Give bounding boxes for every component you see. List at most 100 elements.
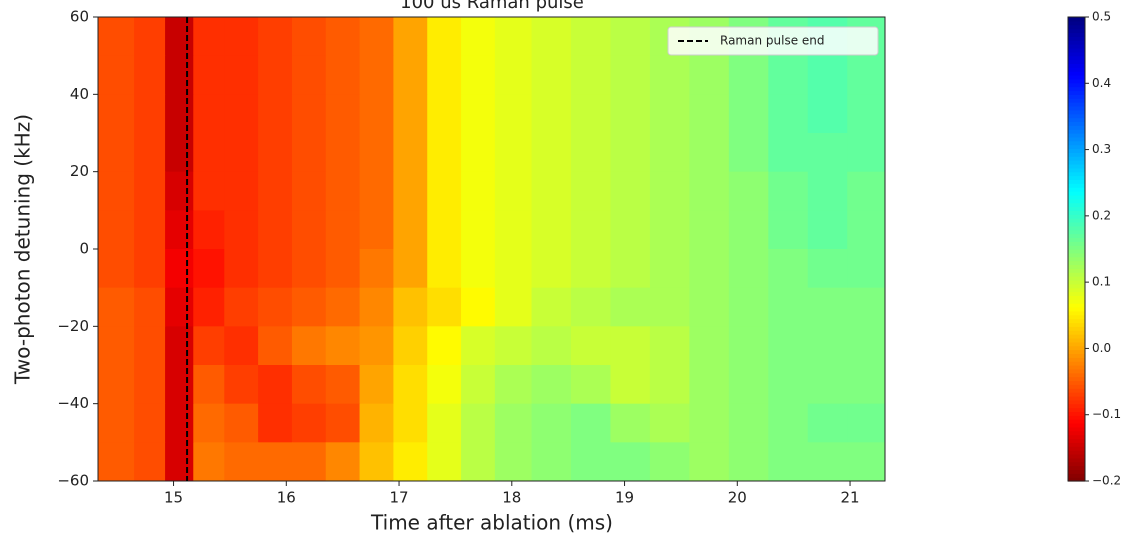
heatmap-cell [98, 249, 135, 289]
colorbar-segment [1068, 365, 1085, 370]
heatmap-cell [193, 403, 225, 443]
heatmap-cell [224, 55, 259, 95]
heatmap-cell [570, 171, 611, 211]
colorbar-segment [1068, 442, 1085, 447]
heatmap-cell [610, 442, 651, 482]
colorbar-segment [1068, 171, 1085, 177]
heatmap-cell [193, 17, 225, 57]
heatmap-cell [258, 171, 293, 211]
heatmap-cell [224, 171, 259, 211]
heatmap-cell [393, 94, 428, 134]
colorbar-segment [1068, 295, 1085, 300]
colorbar-tick-label: 0.1 [1092, 275, 1111, 289]
colorbar-tick-label: 0.4 [1092, 76, 1111, 90]
heatmap-cell [689, 171, 730, 211]
heatmap-cell [165, 287, 194, 327]
heatmap-cell [494, 171, 533, 211]
colorbar-segment [1068, 473, 1085, 478]
legend-label: Raman pulse end [720, 34, 825, 48]
colorbar-segment [1068, 438, 1085, 443]
colorbar-segment [1068, 465, 1085, 470]
heatmap-cell [807, 442, 848, 482]
colorbar-tick-label: 0.2 [1092, 208, 1111, 222]
x-tick-label: 18 [502, 489, 521, 507]
heatmap-cell [768, 94, 809, 134]
heatmap-cell [461, 249, 496, 289]
heatmap-cell [134, 442, 166, 482]
heatmap-cell [461, 403, 496, 443]
colorbar-segment [1068, 160, 1085, 165]
heatmap-cell [570, 326, 611, 366]
colorbar-segment [1068, 198, 1085, 204]
colorbar-segment [1068, 202, 1085, 208]
heatmap-cell [494, 287, 533, 327]
heatmap-cell [393, 133, 428, 173]
colorbar-segment [1068, 361, 1085, 366]
legend-box [667, 26, 879, 56]
colorbar-segment [1068, 345, 1085, 351]
heatmap-cell [494, 365, 533, 405]
heatmap-cell [134, 94, 166, 134]
heatmap-cell [291, 287, 327, 327]
heatmap-cell [359, 365, 394, 405]
heatmap-cell [193, 210, 225, 250]
colorbar-segment [1068, 415, 1085, 420]
heatmap-cell [325, 326, 361, 366]
heatmap-cell [728, 94, 769, 134]
heatmap-cell [768, 210, 809, 250]
heatmap-cell [224, 133, 259, 173]
colorbar-segment [1068, 44, 1085, 49]
heatmap-cell [291, 326, 327, 366]
heatmap-cell [427, 133, 462, 173]
colorbar-segment [1068, 98, 1085, 103]
colorbar-segment [1068, 218, 1085, 223]
heatmap-cell [258, 365, 293, 405]
heatmap-cell [258, 326, 293, 366]
heatmap-cell [649, 249, 690, 289]
heatmap-cell [768, 403, 809, 443]
heatmap-cell [570, 365, 611, 405]
colorbar-segment [1068, 40, 1085, 45]
colorbar-segment [1068, 82, 1085, 88]
heatmap-cell [847, 133, 886, 173]
colorbar-segment [1068, 136, 1085, 142]
colorbar-segment [1068, 148, 1085, 153]
heatmap-cell [649, 55, 690, 95]
heatmap-cell [134, 210, 166, 250]
colorbar-segment [1068, 32, 1085, 37]
colorbar-segment [1068, 17, 1085, 22]
heatmap-cell [689, 249, 730, 289]
heatmap-cell [165, 133, 194, 173]
heatmap-cell [98, 17, 135, 57]
heatmap-cell [531, 287, 572, 327]
heatmap-cell [570, 17, 611, 57]
heatmap-cell [531, 442, 572, 482]
heatmap-cell [359, 210, 394, 250]
colorbar-segment [1068, 349, 1085, 354]
colorbar-segment [1068, 446, 1085, 451]
heatmap-cell [461, 55, 496, 95]
heatmap-cell [359, 326, 394, 366]
heatmap-cell [393, 287, 428, 327]
colorbar-segment [1068, 334, 1085, 339]
heatmap-cell [291, 249, 327, 289]
heatmap-cell [359, 249, 394, 289]
colorbar-segment [1068, 434, 1085, 440]
colorbar-segment [1068, 322, 1085, 327]
heatmap-cell [689, 287, 730, 327]
heatmap-cell [325, 94, 361, 134]
heatmap-cell [570, 210, 611, 250]
colorbar-segment [1068, 330, 1085, 335]
colorbar-segment [1068, 388, 1085, 393]
colorbar-segment [1068, 399, 1085, 405]
y-tick-label: −20 [57, 317, 89, 335]
heatmap-cell [224, 365, 259, 405]
colorbar-segment [1068, 63, 1085, 68]
heatmap-cell [649, 365, 690, 405]
colorbar-segment [1068, 129, 1085, 134]
heatmap-cell [768, 249, 809, 289]
colorbar-segment [1068, 392, 1085, 397]
heatmap-cell [359, 403, 394, 443]
colorbar-segment [1068, 341, 1085, 347]
colorbar-segment [1068, 395, 1085, 401]
